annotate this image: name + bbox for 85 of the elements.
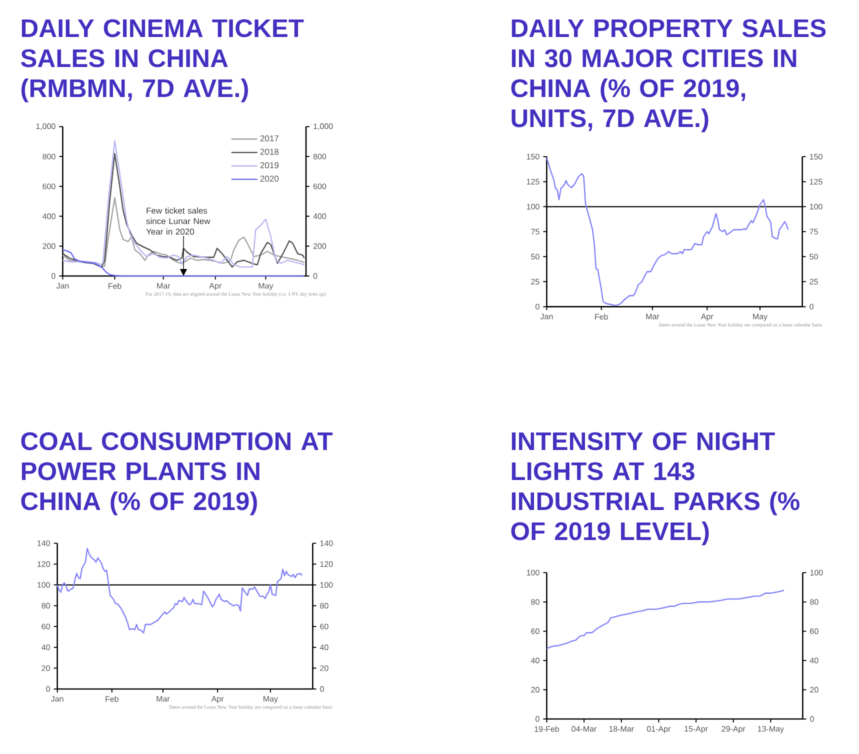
- x-tick-label: Feb: [595, 314, 608, 320]
- y-tick-label: 75: [531, 228, 540, 234]
- y-tick-label: 80: [531, 599, 540, 605]
- y2-tick-label: 25: [810, 278, 818, 285]
- y2-tick-label: 20: [810, 686, 818, 693]
- y-tick-label: 200: [42, 243, 56, 249]
- y-tick-label: 125: [526, 178, 540, 185]
- x-tick-label: Jan: [50, 696, 64, 702]
- y2-tick-label: 75: [810, 228, 818, 234]
- y-tick-label: 60: [531, 628, 540, 634]
- y2-tick-label: 1,000: [314, 123, 333, 130]
- x-tick-label: May: [258, 283, 274, 290]
- chart-title: DAILY CINEMA TICKET SALES IN CHINA (RMBMN, 7D AVE.): [20, 19, 304, 102]
- x-tick-label: 04-Mar: [572, 726, 597, 732]
- chart-title: INTENSITY OF NIGHT LIGHTS AT 143 INDUSTRIAL PARKS (% OF 2019 LEVEL): [511, 432, 800, 546]
- y-tick-label: 800: [42, 154, 56, 160]
- y2-tick-label: 0: [313, 273, 318, 279]
- y-tick-label: 60: [42, 624, 50, 630]
- y-tick-label: 0: [52, 273, 56, 279]
- y-tick-label: 0: [46, 686, 50, 692]
- y2-tick-label: 60: [320, 624, 328, 630]
- y2-tick-label: 140: [320, 540, 333, 546]
- y-tick-label: 0: [536, 716, 540, 722]
- y-tick-label: 40: [42, 644, 50, 650]
- x-tick-label: 01-Apr: [647, 726, 671, 734]
- y-tick-label: 600: [42, 184, 56, 190]
- y2-tick-label: 60: [810, 628, 818, 634]
- x-tick-label: Apr: [700, 314, 714, 321]
- x-tick-label: 29-Apr: [722, 726, 746, 734]
- y2-tick-label: 0: [320, 686, 324, 692]
- y-tick-label: 40: [530, 658, 540, 664]
- y2-tick-label: 0: [810, 304, 814, 310]
- x-tick-label: Mar: [157, 283, 170, 289]
- y2-tick-label: 20: [320, 665, 328, 672]
- y-tick-label: 100: [38, 582, 50, 588]
- x-tick-label: 13-May: [758, 726, 784, 734]
- y-tick-label: 20: [531, 686, 540, 693]
- y2-tick-label: 100: [320, 582, 333, 588]
- y2-tick-label: 120: [320, 561, 333, 567]
- legend-label: 2018: [260, 148, 279, 155]
- y2-tick-label: 80: [320, 602, 328, 609]
- annotation: Few ticket sales since Lunar New Year in 2020: [146, 207, 210, 235]
- y-tick-label: 1,000: [36, 123, 56, 130]
- x-tick-label: Feb: [108, 283, 122, 289]
- x-tick-label: Apr: [209, 283, 222, 290]
- x-tick-label: Apr: [211, 696, 224, 704]
- y-tick-label: 150: [526, 154, 540, 160]
- y-tick-label: 50: [531, 254, 540, 260]
- x-tick-label: Mar: [646, 314, 660, 320]
- x-tick-label: May: [753, 314, 768, 321]
- x-tick-label: Jan: [540, 314, 553, 320]
- y-tick-label: 80: [42, 602, 50, 609]
- y2-tick-label: 50: [810, 254, 818, 260]
- y-tick-label: 100: [526, 570, 540, 576]
- y-tick-label: 25: [531, 278, 540, 285]
- y-tick-label: 20: [42, 665, 50, 672]
- y2-tick-label: 400: [313, 213, 326, 220]
- y2-tick-label: 600: [313, 184, 326, 190]
- chart-title: COAL CONSUMPTION AT POWER PLANTS IN CHINA (% OF 2019): [21, 432, 333, 516]
- y-tick-label: 120: [38, 561, 50, 567]
- y-tick-label: 100: [526, 204, 540, 210]
- y2-tick-label: 0: [810, 716, 814, 722]
- y2-tick-label: 125: [810, 178, 822, 185]
- x-tick-label: 18-Mar: [609, 726, 634, 732]
- y2-tick-label: 100: [810, 570, 823, 576]
- y2-tick-label: 800: [313, 154, 326, 160]
- x-tick-label: Feb: [106, 696, 118, 702]
- y2-tick-label: 100: [810, 204, 822, 210]
- y2-tick-label: 40: [810, 658, 818, 664]
- y2-tick-label: 40: [320, 644, 328, 650]
- chart-title: DAILY PROPERTY SALES IN 30 MAJOR CITIES IN CHINA (% OF 2019, UNITS, 7D AVE.): [511, 19, 826, 132]
- y2-tick-label: 200: [313, 243, 326, 249]
- x-tick-label: 19-Feb: [534, 726, 560, 732]
- legend-label: 2017: [260, 135, 278, 142]
- x-tick-label: 15-Apr: [684, 726, 708, 734]
- legend-label: 2020: [260, 176, 279, 182]
- y-tick-label: 400: [42, 213, 56, 220]
- x-tick-label: Mar: [156, 696, 170, 702]
- x-tick-label: May: [264, 696, 278, 704]
- y2-tick-label: 150: [810, 154, 822, 160]
- x-tick-label: Jan: [56, 283, 69, 289]
- y2-tick-label: 80: [810, 599, 818, 605]
- legend-label: 2019: [260, 162, 279, 168]
- y-tick-label: 140: [38, 540, 50, 546]
- y-tick-label: 0: [536, 304, 540, 310]
